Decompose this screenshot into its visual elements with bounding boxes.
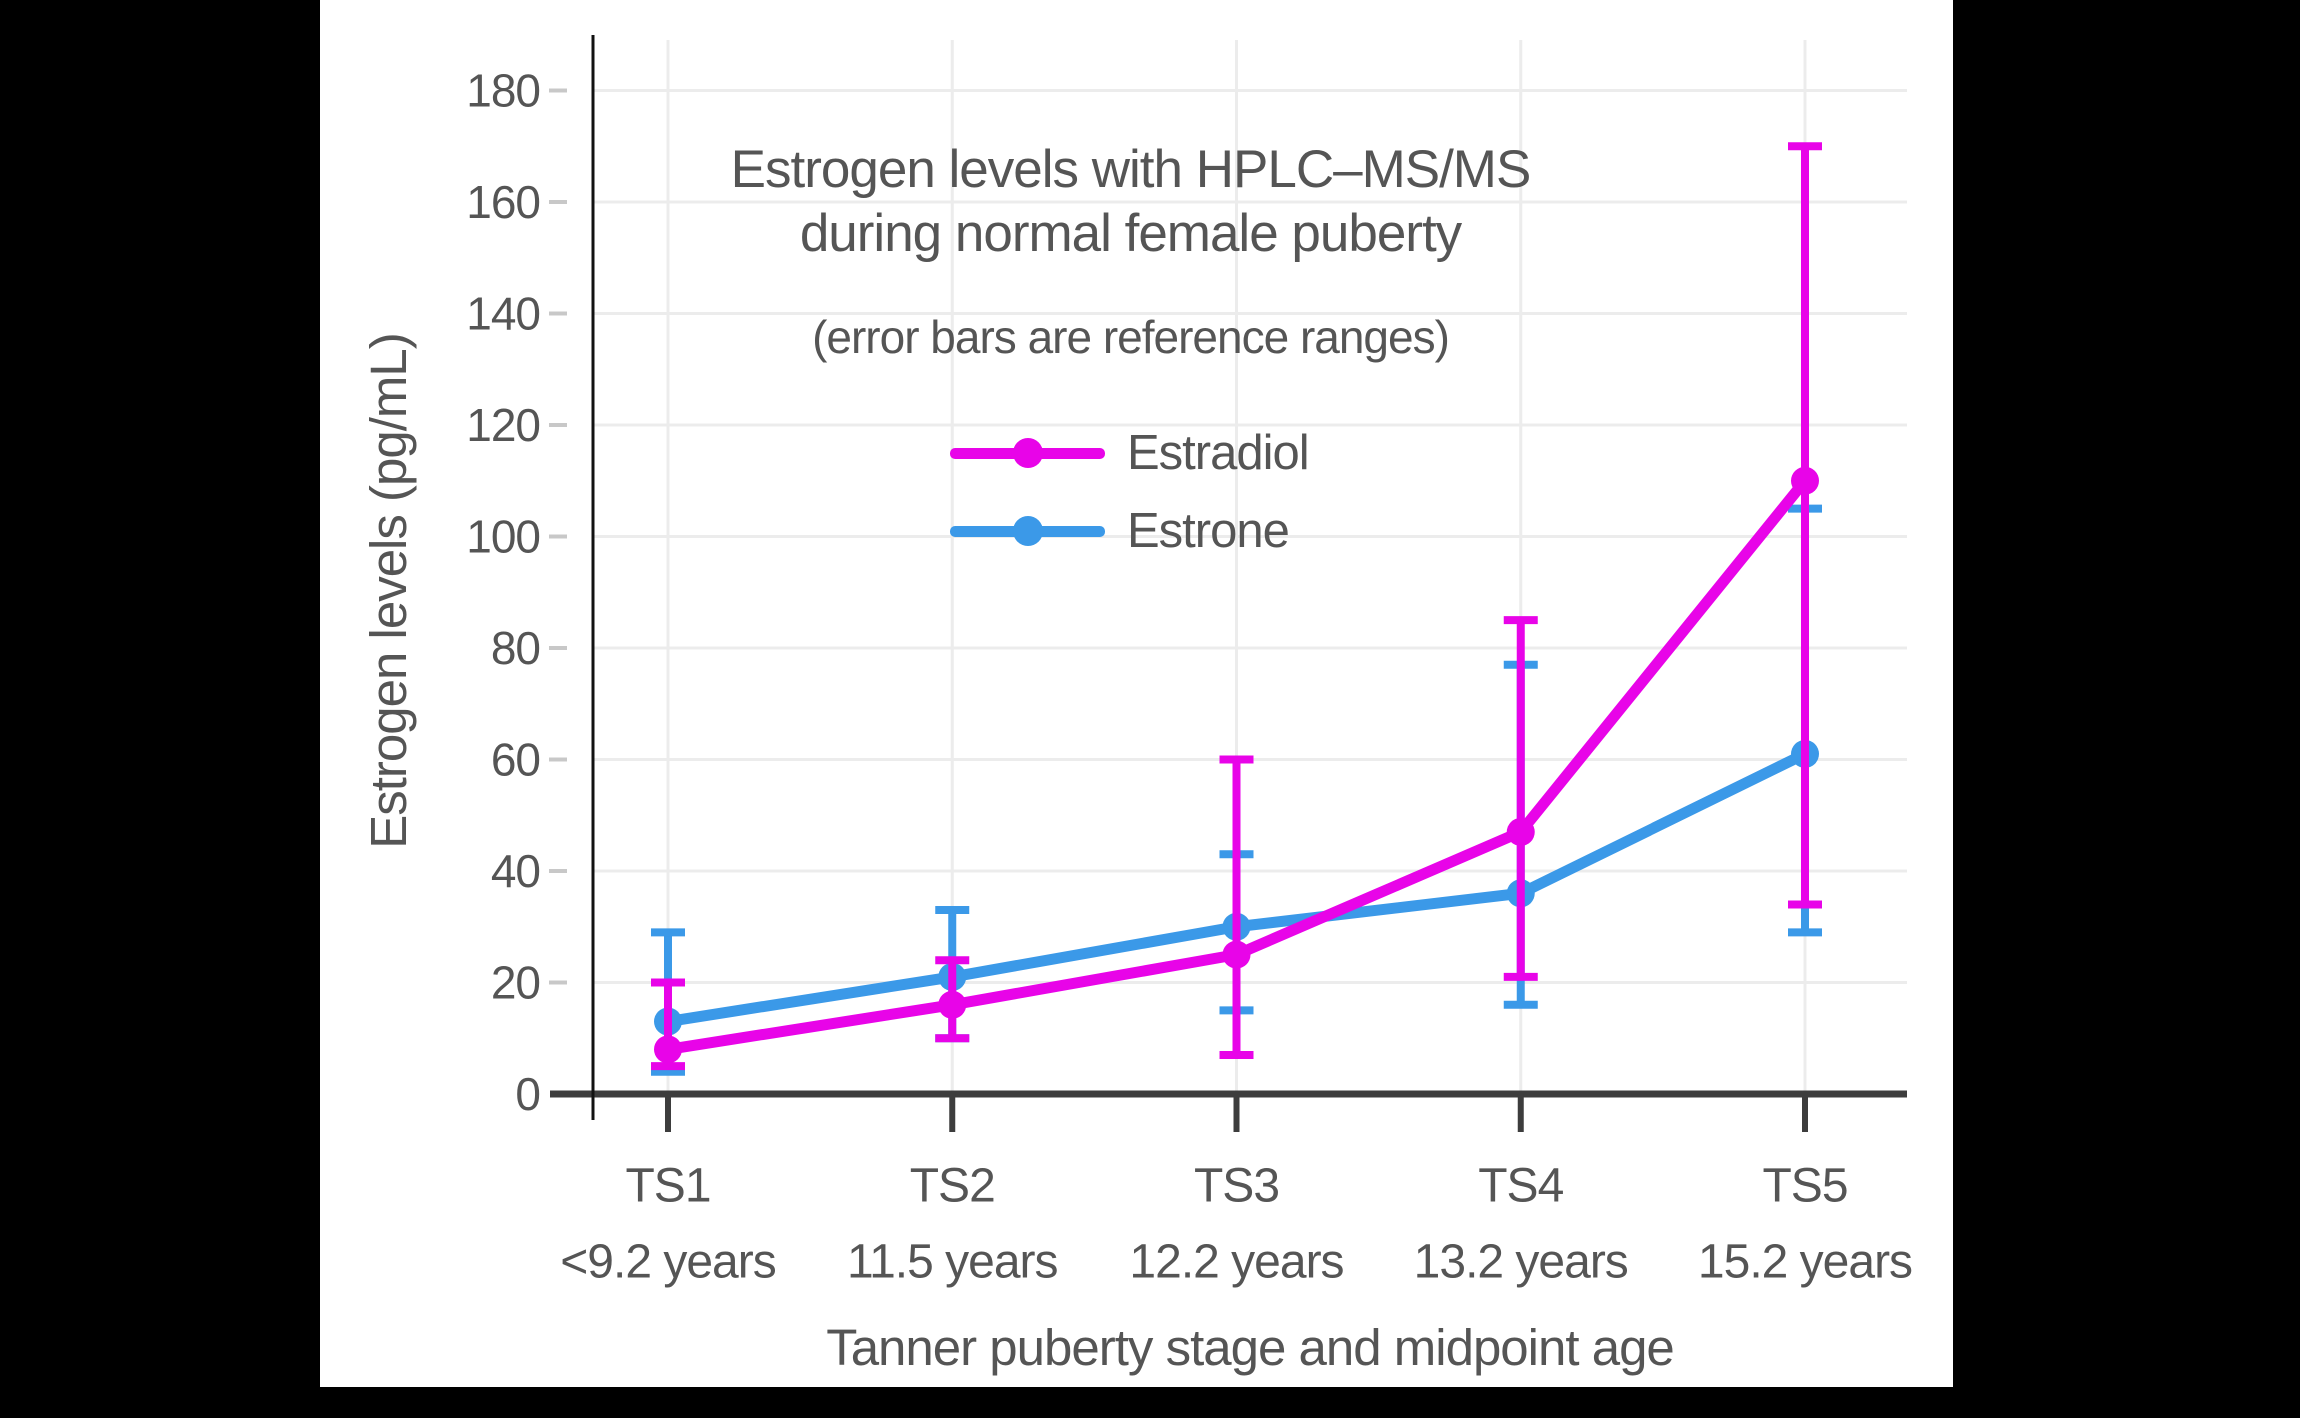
y-tick-label: 0 xyxy=(515,1068,540,1120)
y-tick-label: 80 xyxy=(491,622,540,674)
legend-item-estrone: Estrone xyxy=(950,500,1309,562)
y-tick-label: 120 xyxy=(466,399,540,451)
chart-title-line1: Estrogen levels with HPLC–MS/MS xyxy=(593,138,1668,202)
chart-subtitle: (error bars are reference ranges) xyxy=(593,310,1668,364)
x-stage-label: TS2 xyxy=(910,1160,995,1213)
x-stage-label: TS4 xyxy=(1478,1160,1563,1213)
data-point xyxy=(938,991,966,1019)
chart-title-line2: during normal female puberty xyxy=(593,202,1668,266)
estradiol-marker-icon xyxy=(1013,438,1043,468)
data-point xyxy=(654,1035,682,1063)
legend-label-estrone: Estrone xyxy=(1127,503,1289,559)
estradiol-line-swatch xyxy=(950,448,1105,459)
black-matte: 0 20 40 60 80 100 120 140 160 180 TS1 <9.2 years TS2… xyxy=(0,0,2300,1418)
y-tick-label: 180 xyxy=(466,65,540,117)
x-age-label: 11.5 years xyxy=(847,1236,1058,1289)
x-age-label: 13.2 years xyxy=(1414,1236,1628,1289)
x-age-label: 15.2 years xyxy=(1698,1236,1912,1289)
x-age-label: 12.2 years xyxy=(1129,1236,1343,1289)
y-axis-title: Estrogen levels (pg/mL) xyxy=(359,36,421,1146)
y-tick-label: 40 xyxy=(491,845,540,897)
x-stage-label: TS1 xyxy=(625,1160,710,1213)
estrone-marker-icon xyxy=(1013,516,1043,546)
x-axis-title: Tanner puberty stage and midpoint age xyxy=(593,1318,1907,1377)
chart-title: Estrogen levels with HPLC–MS/MS during n… xyxy=(593,138,1668,364)
x-stage-label: TS3 xyxy=(1194,1160,1279,1213)
legend-label-estradiol: Estradiol xyxy=(1127,425,1309,481)
y-tick-label: 140 xyxy=(466,288,540,340)
y-tick-label: 100 xyxy=(466,511,540,563)
y-tick-label: 20 xyxy=(491,957,540,1009)
legend: Estradiol Estrone xyxy=(950,422,1309,562)
legend-item-estradiol: Estradiol xyxy=(950,422,1309,484)
y-tick-label: 160 xyxy=(466,176,540,228)
data-point xyxy=(1791,467,1819,495)
y-tick-label: 60 xyxy=(491,734,540,786)
data-point xyxy=(1507,818,1535,846)
estrone-line-swatch xyxy=(950,526,1105,537)
x-stage-label: TS5 xyxy=(1762,1160,1847,1213)
x-age-label: <9.2 years xyxy=(560,1236,775,1289)
data-point xyxy=(1223,941,1251,969)
